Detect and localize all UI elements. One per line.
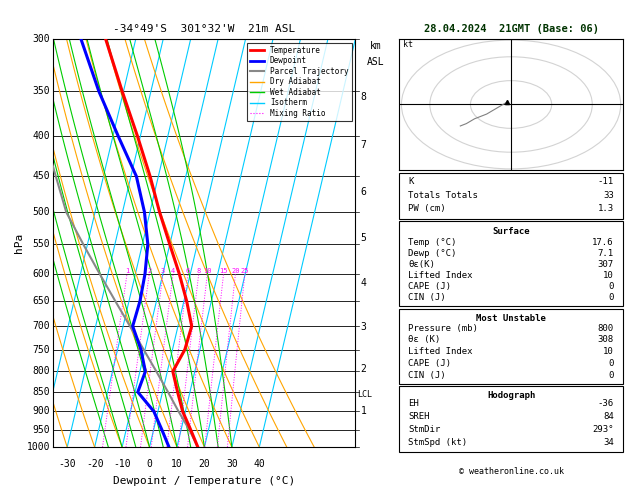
Text: 0: 0: [608, 294, 614, 302]
Text: 6: 6: [360, 187, 366, 197]
Text: -34°49'S  301°32'W  21m ASL: -34°49'S 301°32'W 21m ASL: [113, 24, 296, 34]
Legend: Temperature, Dewpoint, Parcel Trajectory, Dry Adiabat, Wet Adiabat, Isotherm, Mi: Temperature, Dewpoint, Parcel Trajectory…: [247, 43, 352, 121]
Text: Totals Totals: Totals Totals: [408, 191, 478, 200]
Text: 2: 2: [360, 364, 366, 374]
Text: 15: 15: [220, 268, 228, 274]
Text: 750: 750: [33, 345, 50, 355]
Text: © weatheronline.co.uk: © weatheronline.co.uk: [459, 467, 564, 476]
Text: 33: 33: [603, 191, 614, 200]
Text: Surface: Surface: [493, 227, 530, 236]
Text: EH: EH: [408, 399, 419, 409]
Text: -36: -36: [598, 399, 614, 409]
Text: 10: 10: [603, 347, 614, 356]
Text: 1: 1: [360, 406, 366, 416]
Text: ASL: ASL: [367, 57, 384, 68]
Text: 10: 10: [603, 271, 614, 280]
Text: -20: -20: [86, 459, 103, 469]
Text: -11: -11: [598, 177, 614, 186]
Text: 20: 20: [199, 459, 210, 469]
Text: -30: -30: [58, 459, 76, 469]
Text: 2: 2: [147, 268, 152, 274]
Text: 10: 10: [171, 459, 183, 469]
Text: CAPE (J): CAPE (J): [408, 359, 452, 368]
Text: 600: 600: [33, 269, 50, 279]
Text: Dewp (°C): Dewp (°C): [408, 249, 457, 258]
Text: 500: 500: [33, 207, 50, 217]
Text: Hodograph: Hodograph: [487, 391, 535, 400]
Text: 850: 850: [33, 387, 50, 397]
Text: CIN (J): CIN (J): [408, 294, 446, 302]
Text: 25: 25: [240, 268, 249, 274]
Text: Dewpoint / Temperature (°C): Dewpoint / Temperature (°C): [113, 476, 296, 486]
Text: SREH: SREH: [408, 412, 430, 421]
Text: hPa: hPa: [14, 233, 24, 253]
Text: 700: 700: [33, 321, 50, 331]
Text: 800: 800: [598, 324, 614, 333]
Text: 5: 5: [360, 233, 366, 243]
Text: 300: 300: [33, 34, 50, 44]
Text: θε(K): θε(K): [408, 260, 435, 269]
Text: 84: 84: [603, 412, 614, 421]
Text: 650: 650: [33, 296, 50, 306]
Text: Lifted Index: Lifted Index: [408, 347, 473, 356]
Text: km: km: [370, 41, 381, 51]
Text: 0: 0: [608, 282, 614, 292]
Text: 8: 8: [197, 268, 201, 274]
Text: 308: 308: [598, 335, 614, 345]
Text: 40: 40: [253, 459, 265, 469]
Text: 950: 950: [33, 425, 50, 435]
Text: 307: 307: [598, 260, 614, 269]
Text: 0: 0: [147, 459, 152, 469]
Text: Most Unstable: Most Unstable: [476, 314, 546, 323]
Text: 0: 0: [608, 359, 614, 368]
Text: 293°: 293°: [593, 425, 614, 434]
Text: 400: 400: [33, 131, 50, 141]
Text: 10: 10: [203, 268, 211, 274]
Text: 0: 0: [608, 371, 614, 380]
Text: 3: 3: [161, 268, 165, 274]
Text: 28.04.2024  21GMT (Base: 06): 28.04.2024 21GMT (Base: 06): [423, 24, 599, 34]
Text: 20: 20: [231, 268, 240, 274]
Text: Pressure (mb): Pressure (mb): [408, 324, 478, 333]
Text: 900: 900: [33, 406, 50, 417]
Text: 7: 7: [360, 140, 366, 150]
Text: Lifted Index: Lifted Index: [408, 271, 473, 280]
Text: 1: 1: [125, 268, 129, 274]
Text: 3: 3: [360, 322, 366, 331]
Text: CIN (J): CIN (J): [408, 371, 446, 380]
Text: LCL: LCL: [357, 389, 372, 399]
Text: 550: 550: [33, 240, 50, 249]
Text: 800: 800: [33, 366, 50, 377]
Text: 4: 4: [360, 278, 366, 288]
Text: 30: 30: [226, 459, 238, 469]
Text: 34: 34: [603, 438, 614, 447]
Text: 17.6: 17.6: [593, 238, 614, 247]
Text: StmSpd (kt): StmSpd (kt): [408, 438, 467, 447]
Text: 1.3: 1.3: [598, 204, 614, 213]
Text: K: K: [408, 177, 414, 186]
Text: StmDir: StmDir: [408, 425, 440, 434]
Text: 4: 4: [171, 268, 175, 274]
Text: 8: 8: [360, 92, 366, 102]
Text: Temp (°C): Temp (°C): [408, 238, 457, 247]
Text: 7.1: 7.1: [598, 249, 614, 258]
Text: 450: 450: [33, 172, 50, 181]
Text: 350: 350: [33, 86, 50, 96]
Text: θε (K): θε (K): [408, 335, 440, 345]
Text: PW (cm): PW (cm): [408, 204, 446, 213]
Text: 1000: 1000: [27, 442, 50, 452]
Text: 6: 6: [186, 268, 190, 274]
Text: -10: -10: [113, 459, 131, 469]
Text: CAPE (J): CAPE (J): [408, 282, 452, 292]
Text: kt: kt: [403, 40, 413, 49]
